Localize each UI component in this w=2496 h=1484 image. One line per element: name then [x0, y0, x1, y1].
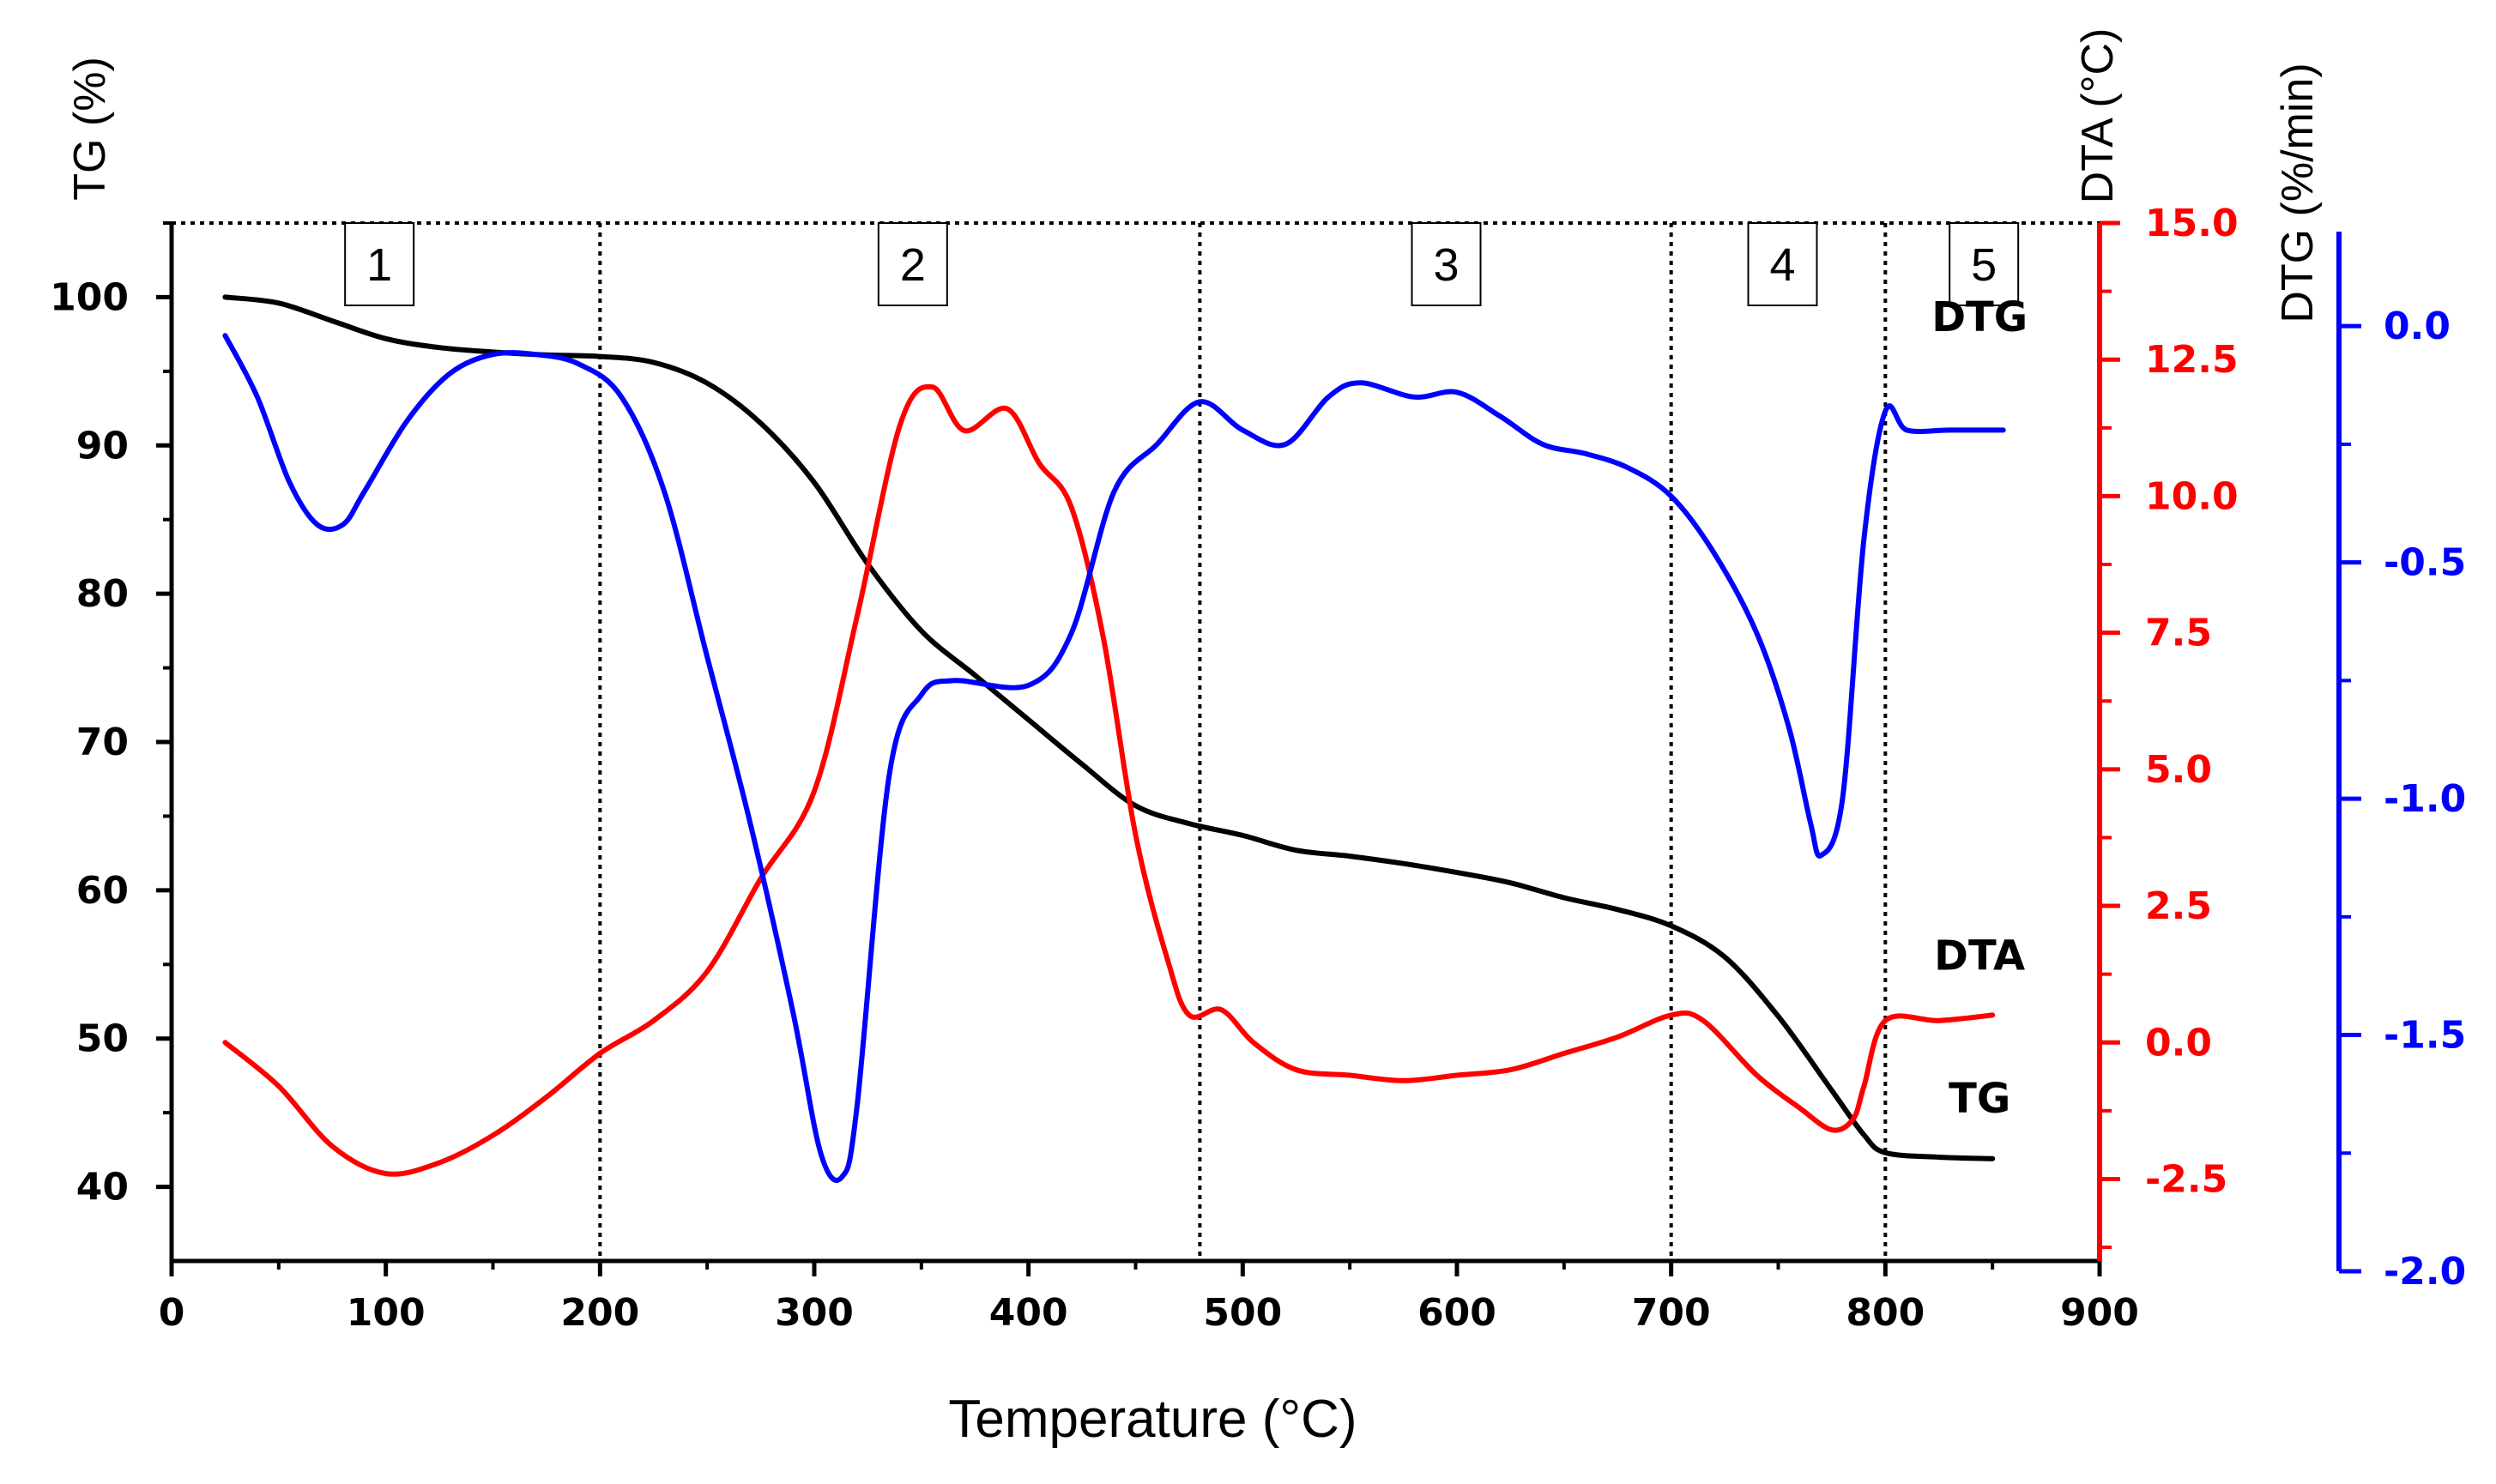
x-tick-label: 300 — [775, 1291, 854, 1335]
zone-label-2: 2 — [900, 239, 926, 291]
dtg-curve-label: DTG — [1931, 293, 2028, 341]
tg-tick-label: 100 — [50, 275, 129, 319]
dtg-curve — [222, 333, 2006, 1183]
dta-tick-label: 10.0 — [2145, 474, 2239, 518]
x-tick-label: 700 — [1632, 1291, 1711, 1335]
dtg-tick-label: -1.5 — [2384, 1014, 2466, 1058]
dta-tick-label: 5.0 — [2145, 748, 2212, 792]
x-tick-label: 900 — [2060, 1291, 2139, 1335]
tg-curve — [222, 294, 1996, 1161]
dta-tick-label: 0.0 — [2145, 1021, 2212, 1065]
zone-box-1 — [344, 222, 415, 306]
x-tick-label: 800 — [1846, 1291, 1925, 1335]
dta-tick-label: 7.5 — [2145, 612, 2212, 655]
dta-tick-label: 12.5 — [2145, 338, 2239, 382]
plot-frame — [169, 221, 2100, 1264]
axes: 0 100 200 300 400 500 600 700 800 900 40 50 60 70 80 90… — [50, 202, 2466, 1335]
dta-tick-label: 15.0 — [2145, 202, 2239, 245]
dta-tick-label: 2.5 — [2145, 884, 2212, 928]
zone-label-3: 3 — [1433, 239, 1459, 291]
zone-label-5: 5 — [1971, 239, 1997, 291]
x-tick-label: 600 — [1417, 1291, 1496, 1335]
tg-tick-label: 40 — [76, 1166, 129, 1210]
tg-tick-label: 80 — [76, 572, 129, 616]
zone-box-3 — [1411, 222, 1482, 306]
dtg-tick-label: -0.5 — [2384, 541, 2466, 585]
dta-axis-title: DTA (°C) — [2073, 28, 2123, 204]
zone-box-2 — [877, 222, 948, 306]
dta-curve — [222, 383, 1996, 1177]
zone-label-4: 4 — [1769, 239, 1795, 291]
labels: Temperature (°C) TG (%) DTA (°C) DTG (%/min… — [65, 28, 2323, 1449]
tg-tick-label: 50 — [76, 1017, 129, 1061]
zone-label-1: 1 — [366, 239, 392, 291]
zone-box-5 — [1949, 222, 2020, 306]
dtg-tick-label: -1.0 — [2384, 777, 2466, 821]
tg-tick-label: 90 — [76, 424, 129, 468]
dta-tick-label: -2.5 — [2145, 1157, 2227, 1201]
x-tick-label: 200 — [560, 1291, 639, 1335]
x-tick-label: 400 — [989, 1291, 1068, 1335]
dta-curve-label: DTA — [1934, 932, 2025, 980]
x-tick-label: 100 — [347, 1291, 426, 1335]
zone-dividers: 1 2 3 4 5 — [344, 222, 2020, 1261]
dtg-axis-title: DTG (%/min) — [2273, 63, 2323, 323]
tg-tick-label: 60 — [76, 869, 129, 913]
tg-tick-label: 70 — [76, 721, 129, 764]
dtg-tick-label: 0.0 — [2384, 305, 2451, 348]
data-series — [222, 294, 2006, 1183]
tg-curve-label: TG — [1949, 1075, 2010, 1123]
tg-axis-title: TG (%) — [65, 57, 115, 201]
x-tick-label: 500 — [1203, 1291, 1282, 1335]
dtg-tick-label: -2.0 — [2384, 1250, 2466, 1294]
x-axis-title: Temperature (°C) — [948, 1390, 1357, 1449]
x-tick-label: 0 — [159, 1291, 185, 1335]
zone-box-4 — [1747, 222, 1818, 306]
